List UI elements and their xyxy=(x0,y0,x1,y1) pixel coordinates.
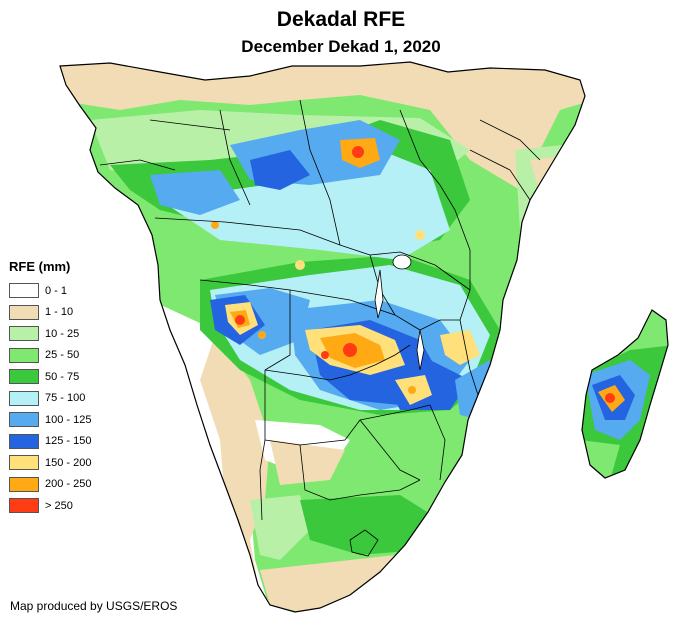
legend-item: 150 - 200 xyxy=(9,452,91,474)
legend-label: 1 - 10 xyxy=(45,306,74,319)
legend-swatch xyxy=(9,476,39,492)
legend-item: 25 - 50 xyxy=(9,345,91,367)
legend-label: 75 - 100 xyxy=(45,392,86,405)
legend-label: 200 - 250 xyxy=(45,478,92,491)
map-credit: Map produced by USGS/EROS xyxy=(10,599,178,613)
legend-item: 75 - 100 xyxy=(9,388,91,410)
map-title: Dekadal RFE xyxy=(276,8,406,31)
legend-item: 100 - 125 xyxy=(9,409,91,431)
legend-title: RFE (mm) xyxy=(9,259,71,274)
legend-item: 50 - 75 xyxy=(9,366,91,388)
legend-swatch xyxy=(9,283,39,299)
legend-swatch xyxy=(9,390,39,406)
legend-swatch xyxy=(9,369,39,385)
legend-label: 25 - 50 xyxy=(45,349,80,362)
legend-swatch xyxy=(9,412,39,428)
legend-swatch xyxy=(9,326,39,342)
legend-swatch xyxy=(9,498,39,514)
legend: RFE (mm) 0 - 1 1 - 10 10 - 25 25 - 50 50 - 7… xyxy=(9,259,91,517)
legend-swatch xyxy=(9,304,39,320)
map-subtitle: December Dekad 1, 2020 xyxy=(241,37,441,56)
legend-swatch xyxy=(9,455,39,471)
legend-label: 100 - 125 xyxy=(45,413,92,426)
legend-item: 0 - 1 xyxy=(9,280,91,302)
legend-item: 200 - 250 xyxy=(9,474,91,496)
legend-item: 1 - 10 xyxy=(9,302,91,324)
legend-rows: 0 - 1 1 - 10 10 - 25 25 - 50 50 - 75 75 - 100… xyxy=(9,280,91,517)
legend-item: 125 - 150 xyxy=(9,431,91,453)
legend-label: 125 - 150 xyxy=(45,435,92,448)
legend-label: 0 - 1 xyxy=(45,284,68,297)
legend-item: 10 - 25 xyxy=(9,323,91,345)
legend-label: > 250 xyxy=(45,499,73,512)
legend-label: 50 - 75 xyxy=(45,370,80,383)
legend-item: > 250 xyxy=(9,495,91,517)
legend-label: 10 - 25 xyxy=(45,327,80,340)
legend-swatch xyxy=(9,347,39,363)
legend-swatch xyxy=(9,433,39,449)
legend-label: 150 - 200 xyxy=(45,456,92,469)
